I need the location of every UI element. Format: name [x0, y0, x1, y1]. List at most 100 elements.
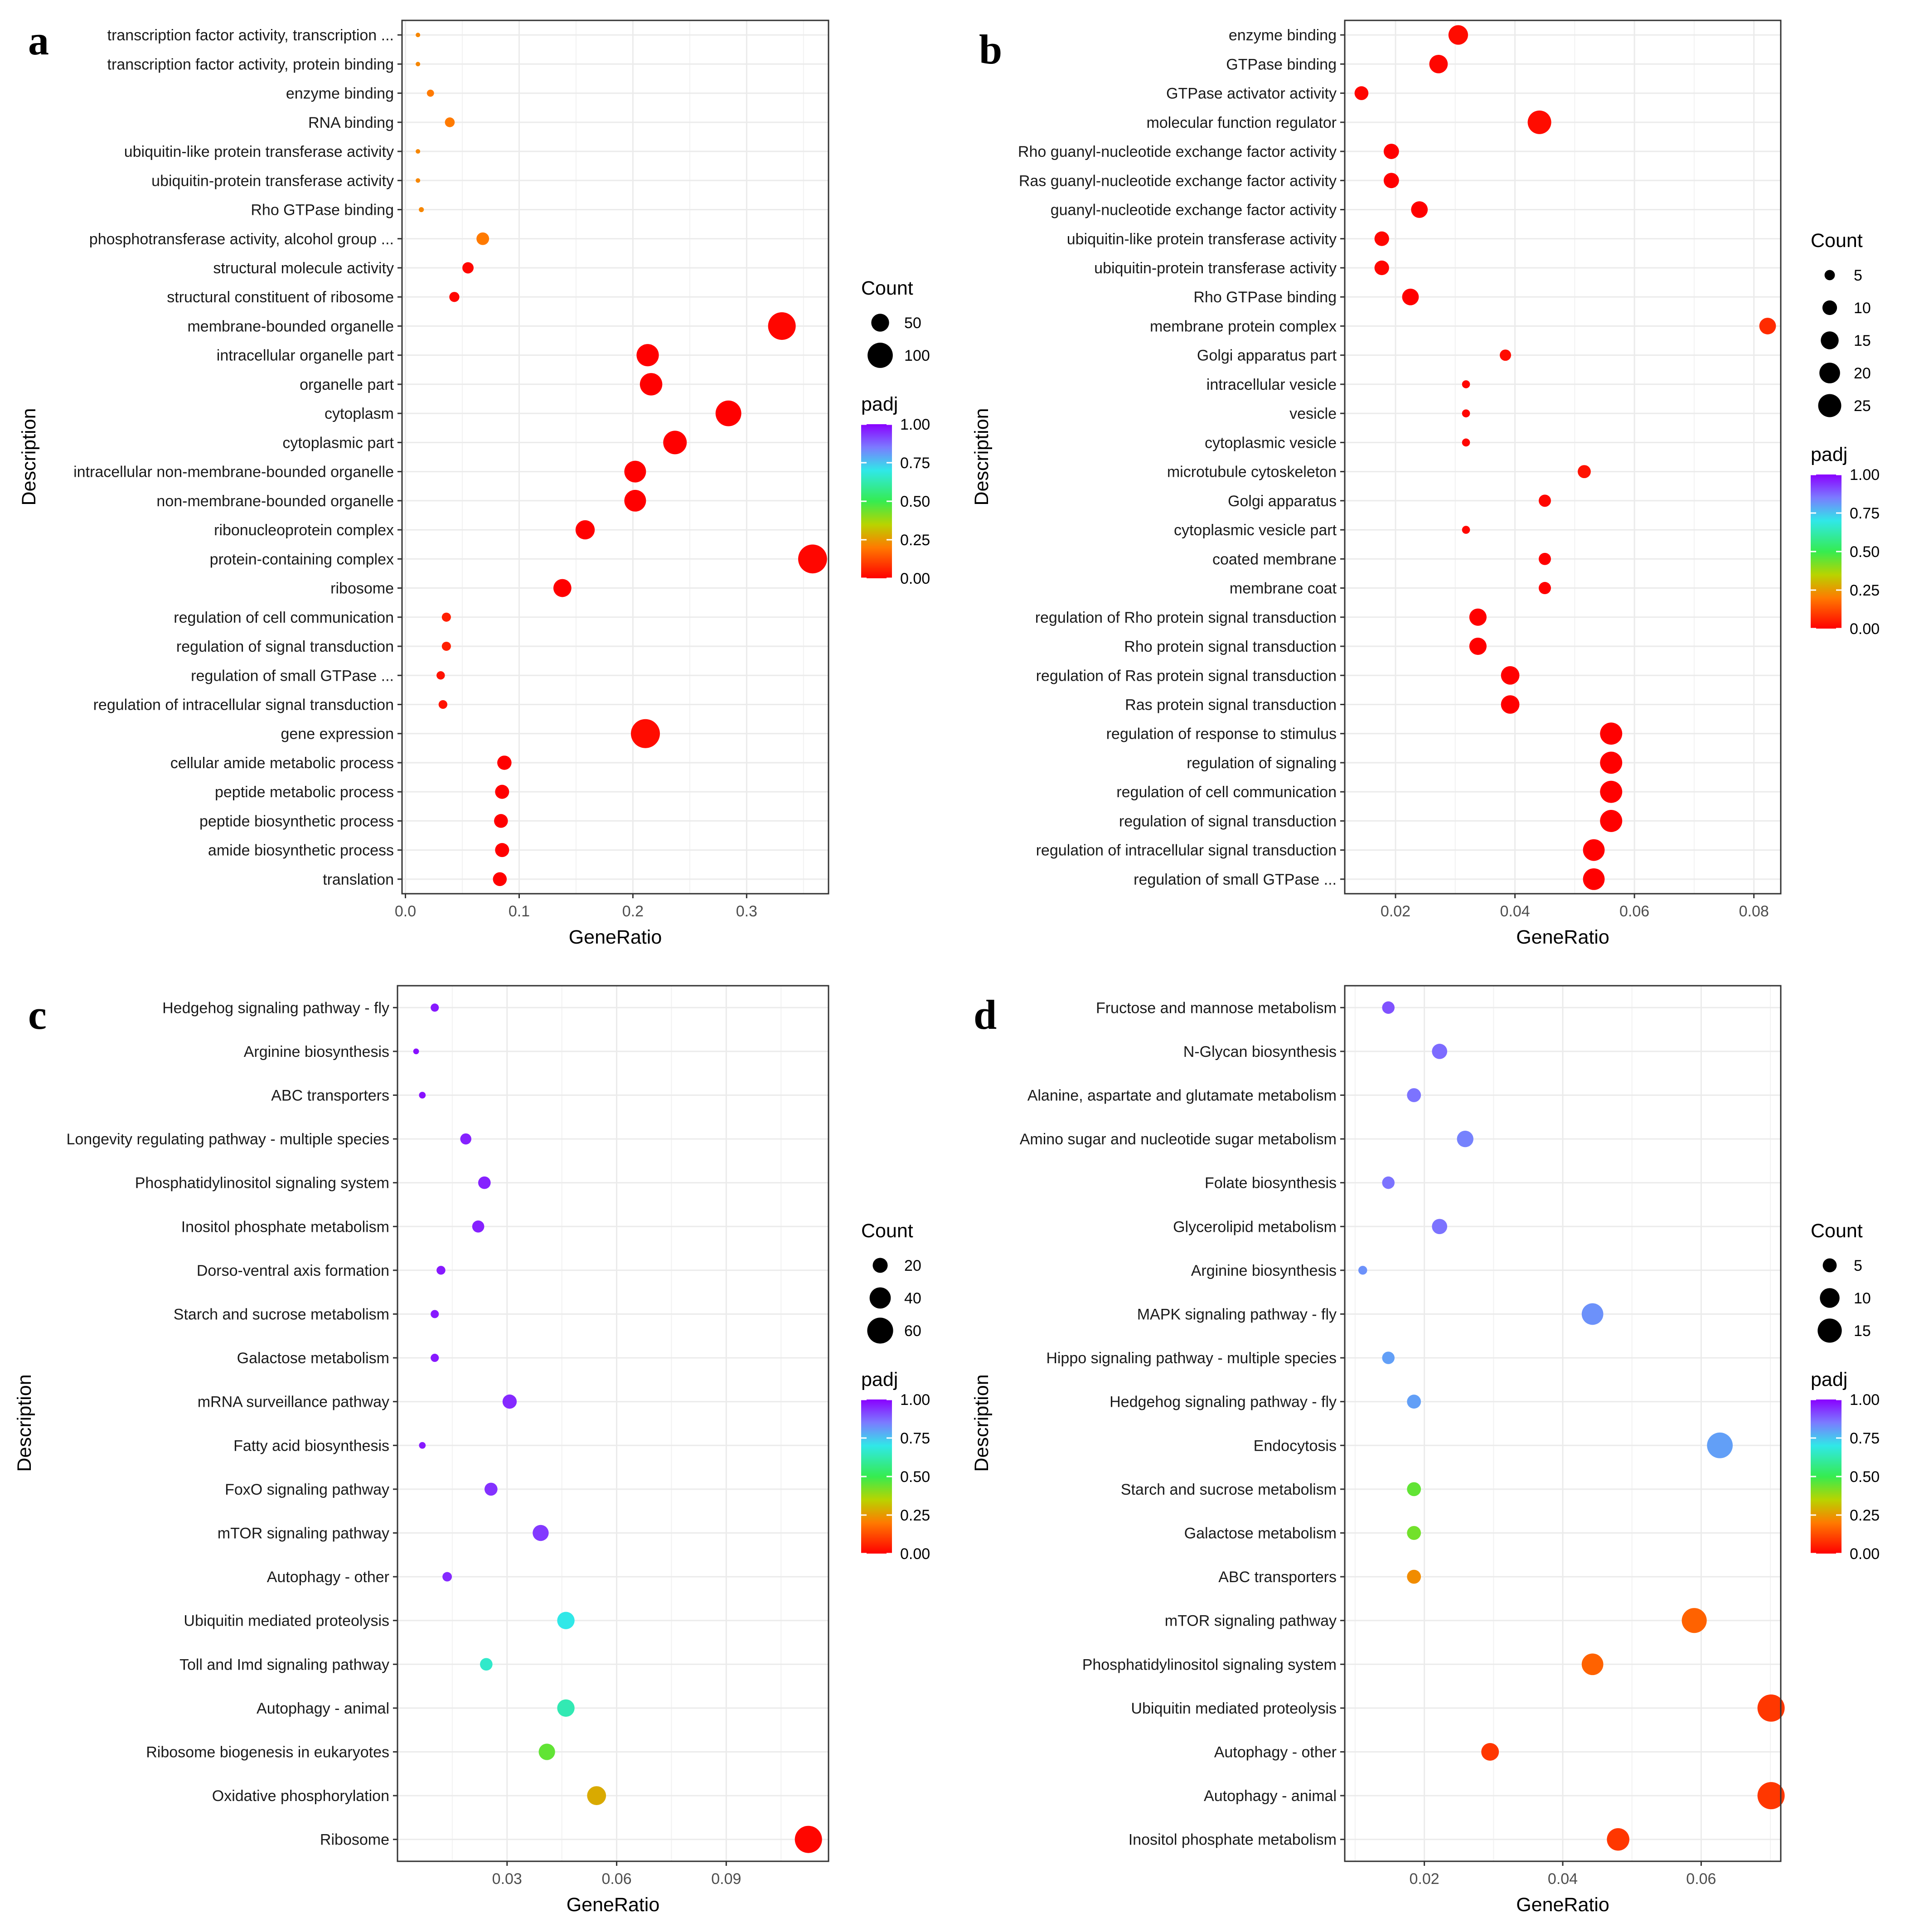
- term-label: molecular function regulator: [1146, 114, 1337, 131]
- term-label: regulation of intracellular signal trans…: [1036, 842, 1337, 859]
- x-axis-title: GeneRatio: [1516, 1894, 1609, 1916]
- data-point: [1600, 809, 1623, 832]
- count-legend-label: 5: [1854, 267, 1862, 284]
- count-legend-title: Count: [861, 277, 913, 299]
- data-point: [575, 520, 595, 540]
- count-legend-label: 20: [904, 1257, 921, 1274]
- data-point: [1407, 1395, 1421, 1409]
- plot-border: [401, 19, 829, 895]
- x-tick-label: 0.09: [711, 1870, 741, 1888]
- term-label: regulation of intracellular signal trans…: [93, 696, 394, 713]
- data-point: [476, 232, 489, 245]
- data-point: [431, 1310, 439, 1318]
- term-label: Ribosome biogenesis in eukaryotes: [146, 1744, 389, 1761]
- data-point: [442, 1572, 452, 1582]
- data-point: [1382, 1001, 1395, 1014]
- term-label: protein-containing complex: [210, 551, 394, 568]
- term-label: regulation of small GTPase ...: [1134, 871, 1337, 888]
- term-label: enzyme binding: [286, 85, 394, 102]
- term-label: intracellular vesicle: [1207, 376, 1337, 393]
- count-legend-key: [1817, 1318, 1842, 1343]
- data-point: [431, 1354, 439, 1362]
- term-label: ABC transporters: [271, 1087, 389, 1104]
- data-point: [533, 1525, 549, 1541]
- x-tick-label: 0.04: [1500, 903, 1530, 920]
- term-label: Longevity regulating pathway - multiple …: [66, 1131, 389, 1148]
- data-point: [1583, 839, 1605, 861]
- x-tick-label: 0.04: [1548, 1870, 1578, 1888]
- data-point: [416, 33, 421, 38]
- data-point: [1607, 1828, 1629, 1851]
- data-point: [798, 544, 827, 574]
- term-label: Fructose and mannose metabolism: [1096, 999, 1337, 1017]
- term-label: Ubiquitin mediated proteolysis: [184, 1612, 389, 1630]
- count-legend-label: 15: [1854, 1322, 1871, 1340]
- padj-legend-label: 0.50: [1850, 1468, 1880, 1486]
- term-label: translation: [323, 871, 394, 888]
- term-label: Glycerolipid metabolism: [1173, 1218, 1337, 1235]
- data-point: [480, 1658, 493, 1671]
- data-point: [502, 1395, 517, 1409]
- term-label: Amino sugar and nucleotide sugar metabol…: [1020, 1131, 1337, 1148]
- data-point: [441, 612, 451, 622]
- padj-legend-label: 0.50: [1850, 543, 1880, 561]
- term-label: Hippo signaling pathway - multiple speci…: [1046, 1350, 1337, 1367]
- term-label: ribonucleoprotein complex: [214, 522, 394, 539]
- data-point: [1759, 318, 1776, 334]
- term-label: Golgi apparatus part: [1197, 347, 1337, 364]
- term-label: cytoplasmic vesicle part: [1174, 522, 1337, 539]
- data-point: [557, 1612, 575, 1629]
- count-legend-label: 100: [904, 347, 930, 364]
- term-label: regulation of Ras protein signal transdu…: [1036, 667, 1337, 684]
- padj-legend-label: 0.50: [900, 493, 930, 510]
- data-point: [449, 292, 460, 302]
- term-label: mRNA surveillance pathway: [198, 1394, 389, 1411]
- data-point: [419, 1092, 426, 1099]
- term-label: Oxidative phosphorylation: [212, 1787, 389, 1805]
- count-legend-label: 60: [904, 1322, 921, 1340]
- term-label: Ubiquitin mediated proteolysis: [1131, 1700, 1337, 1717]
- data-point: [416, 149, 421, 154]
- plot-background: [397, 986, 829, 1861]
- data-point: [1527, 110, 1551, 134]
- padj-legend-label: 0.25: [900, 1507, 930, 1524]
- count-legend-key: [867, 1317, 893, 1344]
- count-legend-label: 10: [1854, 300, 1871, 317]
- count-legend-key: [871, 314, 889, 332]
- data-point: [640, 373, 663, 396]
- term-label: Fatty acid biosynthesis: [233, 1437, 389, 1454]
- term-label: membrane-bounded organelle: [187, 318, 394, 335]
- term-label: N-Glycan biosynthesis: [1183, 1043, 1337, 1060]
- count-legend-key: [872, 1258, 888, 1273]
- data-point: [485, 1482, 498, 1496]
- padj-legend-label: 0.75: [1850, 1430, 1880, 1447]
- data-point: [1462, 380, 1470, 388]
- count-legend-key: [1822, 1258, 1837, 1273]
- x-tick-label: 0.0: [395, 903, 416, 920]
- term-label: vesicle: [1289, 405, 1337, 422]
- data-point: [1501, 695, 1520, 714]
- count-legend-key: [1822, 300, 1837, 315]
- term-label: Autophagy - animal: [1204, 1787, 1337, 1805]
- term-label: Rho GTPase binding: [251, 202, 394, 219]
- data-point: [413, 1048, 419, 1055]
- x-tick-label: 0.02: [1410, 1870, 1439, 1888]
- term-label: Rho protein signal transduction: [1124, 638, 1337, 655]
- data-point: [1757, 1694, 1785, 1722]
- x-tick-label: 0.3: [736, 903, 757, 920]
- data-point: [1448, 25, 1468, 45]
- data-point: [426, 89, 434, 97]
- term-label: membrane coat: [1230, 580, 1337, 597]
- term-label: regulation of Rho protein signal transdu…: [1035, 609, 1337, 626]
- term-label: cytoplasmic vesicle: [1205, 434, 1337, 451]
- data-point: [462, 262, 474, 274]
- padj-legend-label: 0.50: [900, 1468, 930, 1486]
- x-tick-label: 0.02: [1381, 903, 1410, 920]
- data-point: [1383, 144, 1399, 159]
- term-label: membrane protein complex: [1150, 318, 1337, 335]
- x-tick-label: 0.08: [1739, 903, 1769, 920]
- term-label: Galactose metabolism: [237, 1350, 389, 1367]
- padj-legend-label: 1.00: [900, 416, 930, 433]
- term-label: non-membrane-bounded organelle: [156, 493, 394, 510]
- data-point: [495, 784, 509, 799]
